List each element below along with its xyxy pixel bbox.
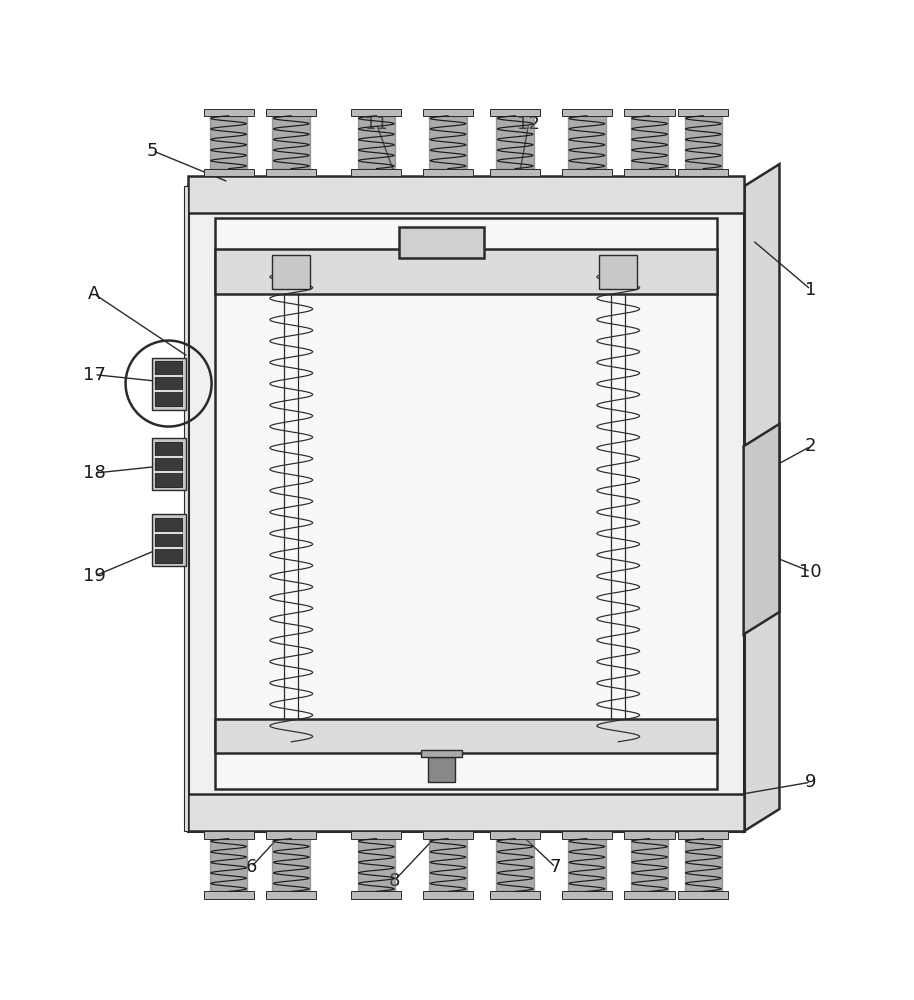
Text: A: A xyxy=(88,285,101,303)
Bar xyxy=(266,891,316,899)
Bar xyxy=(423,891,473,899)
Bar xyxy=(678,831,728,839)
Bar xyxy=(188,794,744,831)
Text: 19: 19 xyxy=(83,567,106,585)
Bar xyxy=(678,891,728,899)
Bar xyxy=(266,831,316,839)
Text: 6: 6 xyxy=(245,858,257,876)
Bar xyxy=(152,514,186,566)
Bar xyxy=(423,169,473,176)
Bar xyxy=(562,109,612,116)
Text: 5: 5 xyxy=(147,142,158,160)
Bar xyxy=(204,891,254,899)
Text: 2: 2 xyxy=(805,437,816,455)
Bar xyxy=(421,750,462,757)
Bar xyxy=(155,518,182,563)
Bar xyxy=(266,109,316,116)
Text: 18: 18 xyxy=(83,464,106,482)
Bar xyxy=(490,169,540,176)
Bar xyxy=(152,438,186,490)
Bar xyxy=(562,831,612,839)
Bar xyxy=(490,891,540,899)
Bar xyxy=(423,831,473,839)
Bar xyxy=(351,831,401,839)
Bar xyxy=(204,169,254,176)
Polygon shape xyxy=(744,164,780,831)
Bar xyxy=(184,186,188,831)
Text: 8: 8 xyxy=(388,872,400,890)
Bar xyxy=(624,109,675,116)
Bar xyxy=(624,169,675,176)
Text: 12: 12 xyxy=(517,115,540,133)
Bar xyxy=(215,719,717,753)
Bar xyxy=(215,249,717,294)
Bar xyxy=(155,361,182,406)
Bar xyxy=(351,169,401,176)
Bar xyxy=(490,109,540,116)
Bar xyxy=(678,169,728,176)
Bar xyxy=(490,831,540,839)
Bar xyxy=(204,109,254,116)
Bar xyxy=(562,169,612,176)
Bar xyxy=(351,891,401,899)
Bar xyxy=(423,109,473,116)
Bar xyxy=(562,891,612,899)
Bar xyxy=(678,109,728,116)
Bar xyxy=(155,442,182,487)
Text: 11: 11 xyxy=(365,115,388,133)
Bar xyxy=(188,186,744,831)
Bar xyxy=(188,176,744,213)
Bar xyxy=(600,255,637,289)
Text: 7: 7 xyxy=(550,858,561,876)
Polygon shape xyxy=(744,424,780,634)
Bar xyxy=(272,255,310,289)
Bar xyxy=(351,109,401,116)
Bar xyxy=(624,831,675,839)
Bar xyxy=(152,358,186,410)
Text: 10: 10 xyxy=(800,563,822,581)
Text: 1: 1 xyxy=(805,281,816,299)
Bar xyxy=(624,891,675,899)
Bar xyxy=(429,757,455,782)
Bar xyxy=(399,227,484,258)
Bar xyxy=(204,831,254,839)
Bar xyxy=(215,218,717,789)
Text: 9: 9 xyxy=(805,773,816,791)
Bar xyxy=(266,169,316,176)
Text: 17: 17 xyxy=(83,366,106,384)
